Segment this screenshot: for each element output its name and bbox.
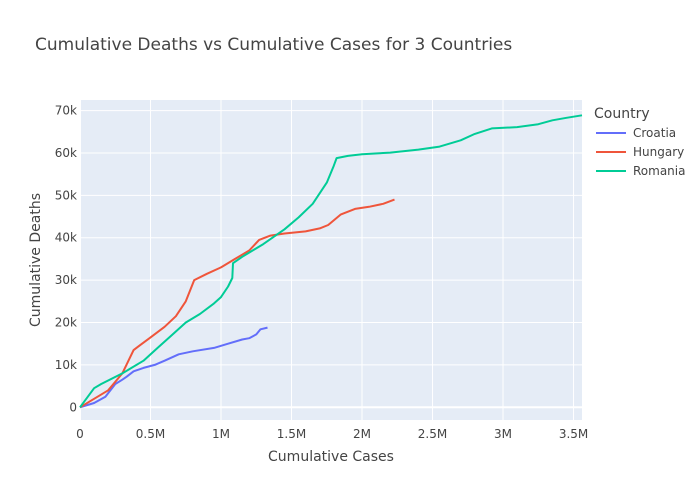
x-tick-label: 0.5M <box>136 427 165 441</box>
y-tick-label: 0 <box>69 400 77 414</box>
x-axis-title: Cumulative Cases <box>268 449 394 465</box>
x-tick-label: 3M <box>494 427 512 441</box>
x-tick-label: 0 <box>76 427 84 441</box>
plot-area <box>80 100 582 420</box>
x-tick-label: 1.5M <box>277 427 306 441</box>
series-line-croatia[interactable] <box>79 326 268 409</box>
x-tick-label: 2M <box>353 427 371 441</box>
legend-item-hungary[interactable]: Hungary <box>633 145 684 159</box>
y-axis-title: Cumulative Deaths <box>28 193 44 327</box>
legend-item-croatia[interactable]: Croatia <box>633 126 676 140</box>
y-tick-label: 70k <box>55 104 77 118</box>
y-tick-label: 30k <box>55 273 77 287</box>
legend-title: Country <box>594 106 650 122</box>
y-tick-label: 20k <box>55 316 77 330</box>
y-tick-label: 10k <box>55 358 77 372</box>
series-line-hungary[interactable] <box>79 198 395 409</box>
y-tick-label: 50k <box>55 188 77 202</box>
y-tick-label: 60k <box>55 146 77 160</box>
x-tick-label: 3.5M <box>559 427 588 441</box>
legend: Country Croatia Hungary Romania <box>594 106 685 178</box>
x-tick-label: 2.5M <box>418 427 447 441</box>
x-tick-label: 1M <box>212 427 230 441</box>
y-tick-label: 40k <box>55 231 77 245</box>
series-line-romania[interactable] <box>79 114 583 408</box>
legend-item-romania[interactable]: Romania <box>633 164 685 178</box>
chart-title: Cumulative Deaths vs Cumulative Cases fo… <box>35 35 512 55</box>
